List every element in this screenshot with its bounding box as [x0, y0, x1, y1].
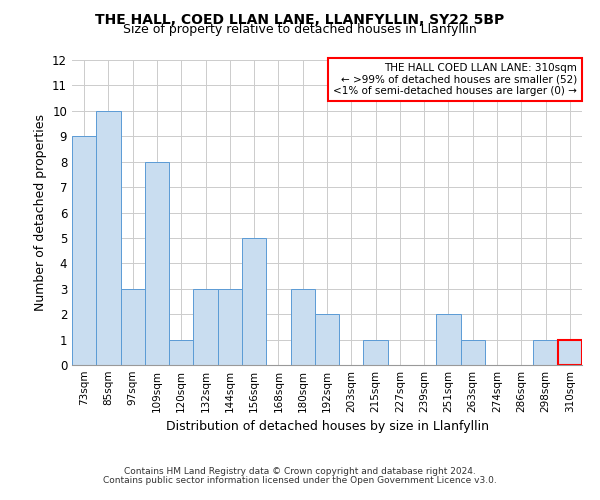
Bar [145, 162, 169, 365]
Bar [121, 289, 145, 365]
Bar [461, 340, 485, 365]
Bar [558, 340, 582, 365]
Bar [169, 340, 193, 365]
Y-axis label: Number of detached properties: Number of detached properties [34, 114, 47, 311]
Bar [72, 136, 96, 365]
Bar [533, 340, 558, 365]
Bar [436, 314, 461, 365]
Text: Size of property relative to detached houses in Llanfyllin: Size of property relative to detached ho… [123, 22, 477, 36]
Text: Contains public sector information licensed under the Open Government Licence v3: Contains public sector information licen… [103, 476, 497, 485]
Text: THE HALL, COED LLAN LANE, LLANFYLLIN, SY22 5BP: THE HALL, COED LLAN LANE, LLANFYLLIN, SY… [95, 12, 505, 26]
Bar [364, 340, 388, 365]
Bar [96, 111, 121, 365]
X-axis label: Distribution of detached houses by size in Llanfyllin: Distribution of detached houses by size … [166, 420, 488, 434]
Text: THE HALL COED LLAN LANE: 310sqm
← >99% of detached houses are smaller (52)
<1% o: THE HALL COED LLAN LANE: 310sqm ← >99% o… [333, 63, 577, 96]
Bar [315, 314, 339, 365]
Bar [193, 289, 218, 365]
Bar [218, 289, 242, 365]
Bar [242, 238, 266, 365]
Text: Contains HM Land Registry data © Crown copyright and database right 2024.: Contains HM Land Registry data © Crown c… [124, 467, 476, 476]
Bar [290, 289, 315, 365]
